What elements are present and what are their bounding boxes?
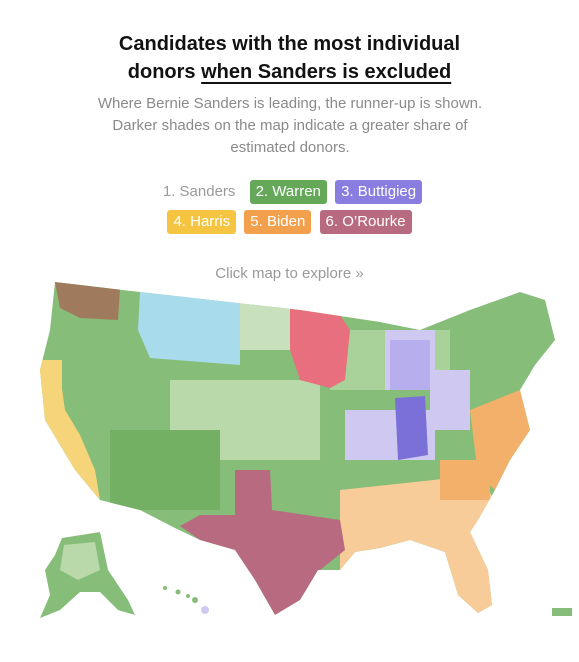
legend-item-harris[interactable]: 4. Harris xyxy=(167,210,237,234)
region-oregon-harris[interactable] xyxy=(40,360,62,390)
legend-item-buttigieg[interactable]: 3. Buttigieg xyxy=(335,180,423,204)
region-minnesota[interactable] xyxy=(290,308,350,388)
chart-title: Candidates with the most individual dono… xyxy=(0,30,579,86)
region-florida[interactable] xyxy=(445,540,492,613)
title-line-2-underlined: when Sanders is excluded xyxy=(201,61,452,83)
region-puerto-rico[interactable] xyxy=(552,608,572,616)
region-north-dakota-light[interactable] xyxy=(235,300,295,350)
region-michigan[interactable] xyxy=(390,340,430,390)
click-map-to-explore-link[interactable]: Click map to explore » xyxy=(215,265,364,282)
region-appalachia-biden[interactable] xyxy=(440,460,490,500)
legend-item-sanders[interactable]: 1. Sanders xyxy=(162,183,236,200)
title-line-2: donors when Sanders is excluded xyxy=(0,58,579,86)
legend-row-2: 4. Harris 5. Biden 6. O’Rourke xyxy=(0,210,579,234)
region-alaska-light[interactable] xyxy=(60,542,100,580)
legend-item-orourke[interactable]: 6. O’Rourke xyxy=(319,210,412,234)
legend-item-warren[interactable]: 2. Warren xyxy=(249,180,327,204)
region-montana[interactable] xyxy=(138,292,240,365)
us-county-map[interactable] xyxy=(0,270,579,662)
legend-row-1: 1. Sanders 2. Warren 3. Buttigieg xyxy=(0,180,579,204)
chart-subtitle: Where Bernie Sanders is leading, the run… xyxy=(97,95,483,156)
region-hawaii[interactable] xyxy=(163,586,209,614)
legend-item-biden[interactable]: 5. Biden xyxy=(244,210,312,234)
region-indiana[interactable] xyxy=(395,396,428,460)
region-california-harris[interactable] xyxy=(40,370,100,500)
title-line-1: Candidates with the most individual xyxy=(118,33,461,55)
region-texas[interactable] xyxy=(180,470,345,615)
title-line-2-plain: donors xyxy=(127,61,202,83)
region-southwest-warren[interactable] xyxy=(110,430,220,510)
region-ohio-buttigieg[interactable] xyxy=(430,370,470,430)
region-washington-brown[interactable] xyxy=(55,282,120,320)
